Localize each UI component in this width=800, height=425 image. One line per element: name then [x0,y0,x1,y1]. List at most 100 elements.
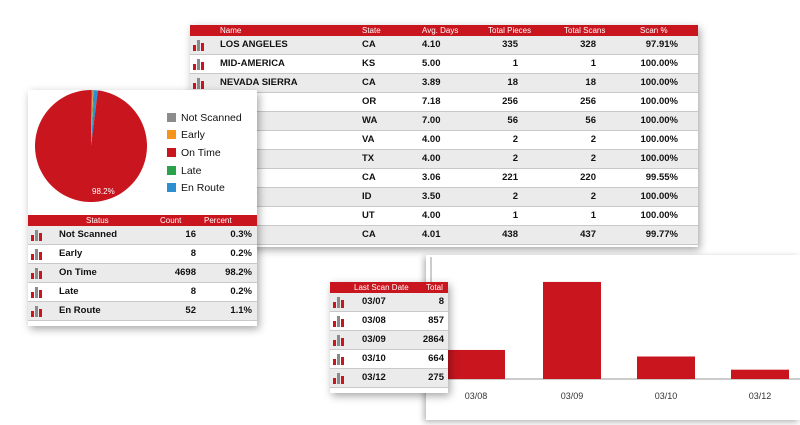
table-row[interactable]: 03/12 275 [330,369,448,388]
col-avg-days: Avg. Days [422,26,459,35]
x-tick-label: 03/12 [749,391,772,401]
status-summary-panel: 98.2% Not Scanned Early On Time Late En … [28,90,257,326]
status-table-body: Not Scanned 16 0.3% Early 8 0.2% On Time 4698 98… [28,226,257,321]
pie-slice-early [91,90,94,146]
cell-name: NEVADA SIERRA [220,77,298,88]
cell-state: UT [362,210,375,221]
cell-total-scans: 56 [585,115,596,126]
table-row[interactable]: 03/09 2864 [330,331,448,350]
bar-chart-icon[interactable] [333,354,347,365]
bar-chart-icon[interactable] [193,40,207,51]
cell-scan-pct: 100.00% [640,153,678,164]
bar-chart-icon[interactable] [333,297,347,308]
cell-avg-days: 7.00 [422,115,441,126]
bar-chart-icon[interactable] [31,230,45,241]
cell-scan-pct: 99.55% [645,172,678,183]
table-row[interactable]: Early 8 0.2% [28,245,257,264]
cell-scan-pct: 100.00% [640,58,678,69]
legend-swatch [167,166,176,175]
cell-state: ID [362,191,372,202]
cell-total-pieces: 221 [502,172,518,183]
bar-chart-icon[interactable] [31,249,45,260]
cell-percent: 1.1% [230,305,252,316]
table-row[interactable]: Not Scanned 16 0.3% [28,226,257,245]
cell-state: CA [362,39,376,50]
col-status: Status [86,216,109,225]
bar-chart-icon[interactable] [193,59,207,70]
table-row[interactable]: 03/10 664 [330,350,448,369]
cell-count: 52 [185,305,196,316]
cell-total-pieces: 18 [507,77,518,88]
legend-not-scanned: Not Scanned [167,111,242,125]
x-tick-label: 03/08 [465,391,488,401]
bar-chart-icon[interactable] [31,268,45,279]
cell-avg-days: 4.01 [422,229,441,240]
cell-state: KS [362,58,376,69]
table-row[interactable]: En Route 52 1.1% [28,302,257,321]
table-row[interactable]: 03/07 8 [330,293,448,312]
col-name: Name [220,26,242,35]
cell-status: On Time [59,267,97,278]
scan-date-chart-panel: 03/08 03/09 03/10 03/12 [426,255,800,420]
status-pie-chart: 98.2% [35,90,148,202]
table-row[interactable]: NEVADA SIERRA CA 3.89 18 18 100.00% [190,74,698,93]
pie-label: 98.2% [92,187,115,196]
cell-count: 8 [190,286,196,297]
bar-chart-icon[interactable] [193,78,207,89]
cell-percent: 98.2% [225,267,252,278]
cell-total-pieces: 335 [502,39,518,50]
cell-state: VA [362,134,375,145]
table-body: LOS ANGELES CA 4.10 335 328 97.91% MID-AMERICA… [190,36,698,245]
table-row[interactable]: Late 8 0.2% [28,283,257,302]
bar-chart-icon[interactable] [333,373,347,384]
cell-avg-days: 3.50 [422,191,441,202]
cell-date: 03/10 [362,353,386,364]
cell-date: 03/07 [362,296,386,307]
cell-percent: 0.3% [230,229,252,240]
cell-avg-days: 4.00 [422,210,441,221]
cell-avg-days: 5.00 [422,58,441,69]
x-tick-label: 03/10 [655,391,678,401]
cell-status: Early [59,248,83,259]
pie-slice-on-time [35,90,148,202]
cell-total-pieces: 2 [512,134,518,145]
cell-total-scans: 1 [590,58,596,69]
x-tick-label: 03/09 [561,391,584,401]
legend-on-time: On Time [167,146,221,160]
bar-03/09 [543,281,601,379]
cell-status: Late [59,286,79,297]
cell-scan-pct: 100.00% [640,191,678,202]
cell-total-pieces: 256 [502,96,518,107]
bar-chart-icon[interactable] [31,306,45,317]
table-row[interactable]: On Time 4698 98.2% [28,264,257,283]
cell-scan-pct: 100.00% [640,115,678,126]
table-row[interactable]: 03/08 857 [330,312,448,331]
cell-avg-days: 4.00 [422,134,441,145]
cell-count: 4698 [174,267,196,278]
cell-date: 03/12 [362,372,386,383]
bar-chart-icon[interactable] [333,335,347,346]
bar-chart-icon[interactable] [333,316,347,327]
cell-date: 03/09 [362,334,386,345]
col-total-pieces: Total Pieces [488,26,532,35]
cell-total-scans: 328 [580,39,596,50]
cell-name: MID-AMERICA [220,58,285,69]
cell-state: TX [362,153,375,164]
cell-status: En Route [59,305,101,316]
last-scan-date-table: Last Scan Date Total 03/07 8 03/08 857 03/09… [330,282,448,393]
bar-chart-icon[interactable] [31,287,45,298]
cell-total: 275 [428,372,444,383]
station-scan-table: Name State Avg. Days Total Pieces Total … [190,25,698,247]
table-row[interactable]: LOS ANGELES CA 4.10 335 328 97.91% [190,36,698,55]
status-table: Status Count Percent Not Scanned 16 0.3% Ea… [28,215,257,321]
cell-state: CA [362,172,376,183]
table-row[interactable]: MID-AMERICA KS 5.00 1 1 100.00% [190,55,698,74]
